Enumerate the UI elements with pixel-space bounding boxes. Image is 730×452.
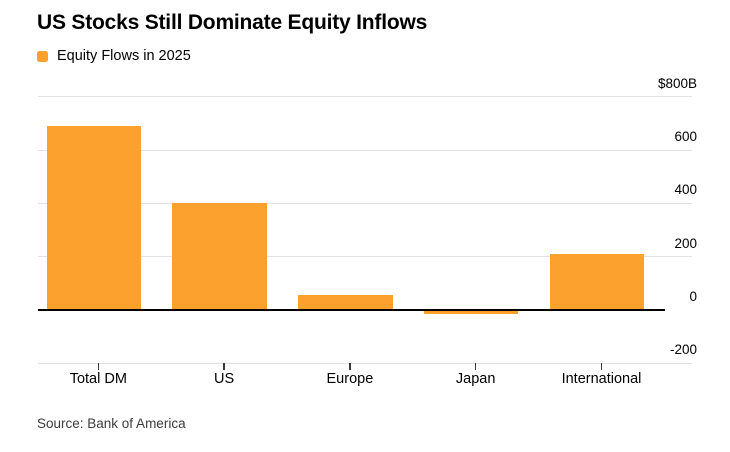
- legend-swatch-icon: [37, 50, 48, 62]
- zero-baseline: [38, 308, 665, 311]
- x-axis-label-us: US: [214, 371, 235, 387]
- x-tick-europe: [349, 363, 351, 371]
- legend-label: Equity Flows in 2025: [57, 48, 191, 64]
- y-axis-label-0: 0: [689, 288, 697, 304]
- gridline-400: [38, 202, 692, 204]
- y-axis-label-400: 400: [674, 182, 697, 198]
- x-tick-japan: [474, 363, 477, 371]
- x-axis-label-international: International: [561, 371, 642, 387]
- x-axis-label-europe: Europe: [326, 371, 374, 387]
- y-axis-label--200: -200: [669, 342, 697, 358]
- gridline-800: [38, 96, 692, 98]
- x-axis-label-japan: Japan: [455, 371, 496, 387]
- gridline-600: [38, 149, 692, 151]
- x-tick-total-dm: [97, 363, 100, 371]
- x-axis-label-total-dm: Total DM: [69, 371, 127, 387]
- y-axis-label-800: $800B: [657, 75, 697, 91]
- bar-us: [172, 203, 267, 310]
- source-note: Source: Bank of America: [37, 416, 186, 431]
- x-tick-us: [223, 363, 225, 371]
- bar-europe: [298, 295, 393, 310]
- y-axis-label-600: 600: [674, 129, 697, 145]
- x-tick-international: [600, 363, 603, 371]
- bar-international: [549, 253, 645, 310]
- bar-japan: [423, 310, 519, 314]
- chart-title: US Stocks Still Dominate Equity Inflows: [37, 11, 428, 34]
- gridline-200: [38, 256, 692, 258]
- gridline--200: [38, 362, 692, 364]
- bar-total-dm: [46, 126, 142, 310]
- y-axis-label-200: 200: [674, 235, 697, 251]
- legend: Equity Flows in 2025: [37, 48, 191, 64]
